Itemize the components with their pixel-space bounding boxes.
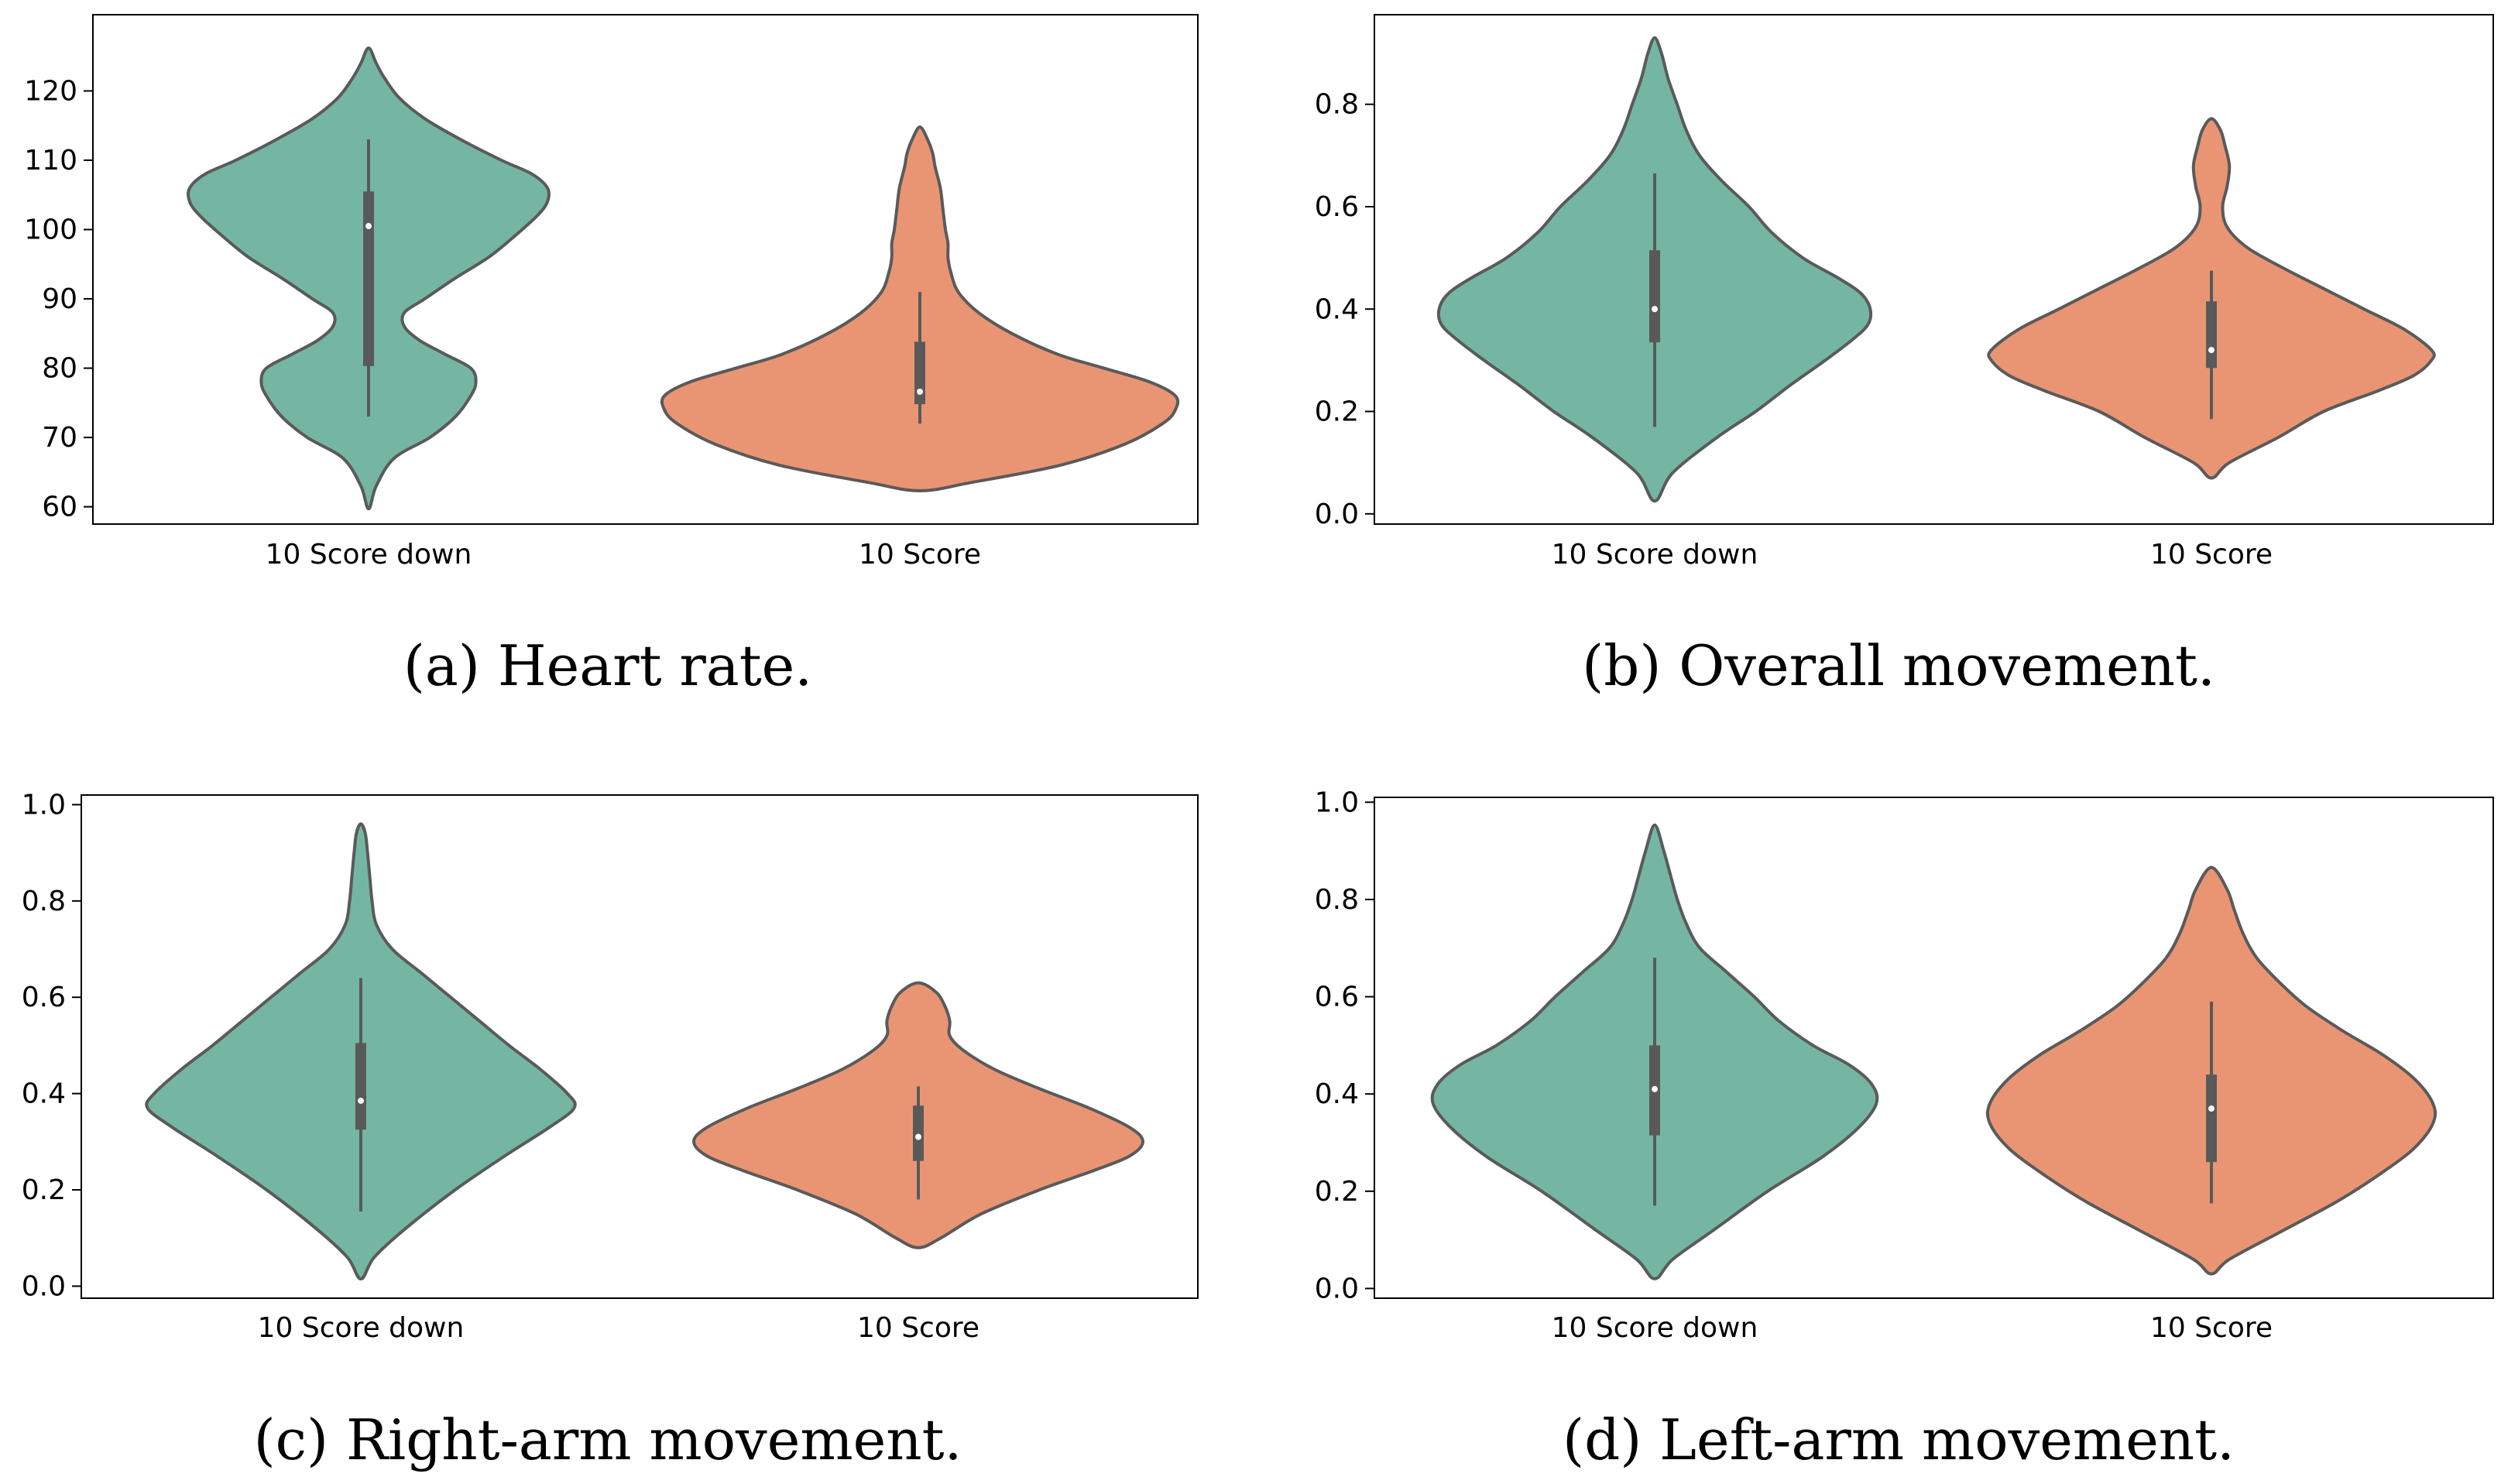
panel-d: 0.0 0.2 0.4 0.6 0.8 1.0 10 Score down 10 Scor… (1315, 787, 2494, 1472)
violin-iqr-box (914, 341, 925, 405)
y-tick-label: 110 (24, 145, 77, 177)
violin-median-dot (365, 223, 372, 230)
y-tick-label: 0.8 (22, 886, 66, 917)
violin-median-dot (358, 1097, 364, 1104)
y-tick-label: 0.6 (22, 982, 66, 1013)
violin-median-dot (917, 389, 923, 396)
caption-letter: b (1604, 633, 1639, 698)
y-tick-label: 120 (24, 75, 77, 107)
y-tick-label: 0.6 (1315, 982, 1359, 1013)
panel-b: 0.0 0.2 0.4 0.6 0.8 10 Score down 10 Score (… (1315, 14, 2494, 698)
caption-text: Left-arm movement. (1659, 1407, 2235, 1472)
y-tick-label: 0.8 (1315, 89, 1359, 121)
violin-iqr-box (363, 191, 374, 366)
violin-median-dot (915, 1133, 921, 1140)
y-tick-label: 0.0 (22, 1270, 66, 1302)
y-tick-label: 0.6 (1315, 191, 1359, 223)
y-tick-label: 1.0 (1315, 787, 1359, 818)
caption-text: Right-arm movement. (346, 1407, 962, 1472)
x-tick-label: 10 Score down (1552, 1312, 1758, 1344)
y-tick-label: 0.2 (1315, 396, 1359, 428)
panel-caption: (a) Heart rate. (403, 633, 812, 698)
violin-median-dot (2208, 1105, 2215, 1112)
plot-frame (92, 14, 1199, 525)
x-tick-label: 10 Score down (266, 539, 472, 571)
plot-frame (1374, 14, 2494, 525)
y-tick-label: 0.4 (1315, 1078, 1359, 1110)
y-tick-label: 0.0 (1315, 1273, 1359, 1304)
panel-caption: (b) Overall movement. (1582, 633, 2215, 698)
x-tick-label: 10 Score (2150, 1312, 2273, 1344)
violin-iqr-box (2206, 1074, 2217, 1163)
violin-median-dot (2208, 347, 2215, 354)
caption-letter: c (276, 1407, 307, 1472)
x-tick-label: 10 Score down (1552, 539, 1758, 571)
y-tick-label: 0.8 (1315, 884, 1359, 916)
x-tick-label: 10 Score (2150, 539, 2273, 571)
y-tick-label: 100 (24, 214, 77, 246)
y-tick-label: 0.2 (22, 1174, 66, 1206)
violin-median-dot (1652, 1085, 1658, 1092)
y-tick-label: 60 (42, 492, 77, 523)
y-tick-label: 80 (42, 353, 77, 385)
x-tick-label: 10 Score down (258, 1312, 465, 1344)
violin-median-dot (1652, 306, 1658, 313)
panel-a: 60 70 80 90 100 110 120 10 Score down 10 Score… (24, 14, 1199, 698)
caption-text: Overall movement. (1679, 633, 2215, 698)
caption-text: Heart rate. (498, 633, 812, 698)
panel-c: 0.0 0.2 0.4 0.6 0.8 1.0 10 Score down 10 Scor… (22, 789, 1199, 1472)
violin-iqr-box (2206, 301, 2217, 368)
caption-letter: a (425, 633, 458, 698)
violin-iqr-box (1649, 250, 1660, 343)
y-tick-label: 0.4 (1315, 293, 1359, 325)
y-tick-label: 70 (42, 422, 77, 454)
y-tick-label: 0.2 (1315, 1176, 1359, 1208)
y-tick-label: 90 (42, 283, 77, 315)
violin-iqr-box (913, 1105, 924, 1161)
y-tick-label: 0.4 (22, 1078, 66, 1110)
y-tick-label: 0.0 (1315, 499, 1359, 530)
panel-caption: (c) Right-arm movement. (254, 1407, 962, 1472)
panel-caption: (d) Left-arm movement. (1563, 1407, 2235, 1472)
y-tick-label: 1.0 (22, 789, 66, 821)
x-tick-label: 10 Score (857, 1312, 979, 1344)
plot-frame (1374, 797, 2494, 1299)
caption-letter: d (1584, 1407, 1620, 1472)
plot-frame (81, 794, 1199, 1299)
x-tick-label: 10 Score (859, 539, 981, 571)
violin-iqr-box (355, 1043, 366, 1130)
